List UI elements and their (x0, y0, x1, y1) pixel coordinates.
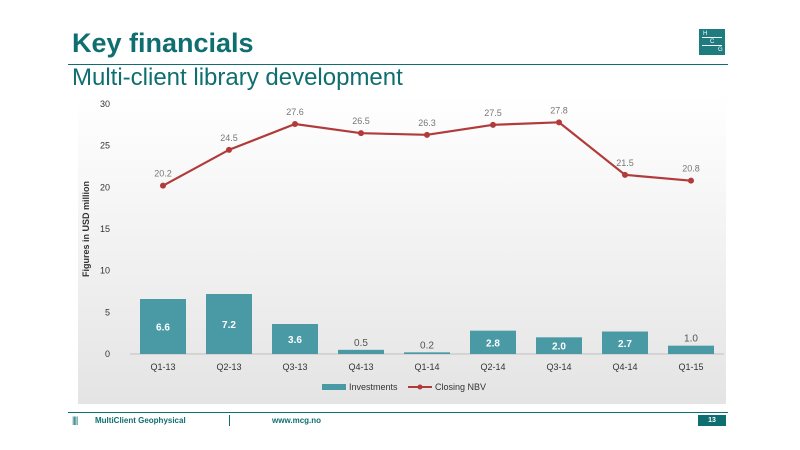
bar-investments (536, 337, 582, 354)
bar-data-label: 2.8 (486, 338, 500, 349)
logo-letter-g: G (718, 47, 723, 53)
y-tick-label: 30 (100, 99, 110, 109)
line-data-label: 20.8 (682, 164, 700, 174)
x-tick-label: Q1-14 (414, 362, 439, 372)
x-tick-label: Q2-13 (216, 362, 241, 372)
logo-letter-h: H (703, 31, 708, 37)
bar-data-label: 3.6 (288, 335, 302, 346)
y-tick-label: 25 (100, 141, 110, 151)
line-closing-nbv (162, 121, 692, 187)
footer-website-link[interactable]: www.mcg.no (272, 416, 322, 425)
x-tick-label: Q3-14 (546, 362, 571, 372)
legend-marker-closing-nbv (417, 384, 423, 390)
line-data-label: 20.2 (154, 169, 172, 179)
y-tick-label: 20 (100, 182, 110, 192)
bar-investments (272, 324, 318, 354)
line-point-closing-nbv (226, 146, 232, 153)
chart-area: Figures in USD million 0 5 10 15 20 25 30 6.6 7.2… (78, 94, 726, 404)
legend-label-investments: Investments (349, 382, 398, 392)
line-point-closing-nbv (688, 177, 694, 184)
line-point-closing-nbv (622, 171, 628, 178)
x-tick-label: Q4-14 (612, 362, 637, 372)
line-point-closing-nbv (292, 121, 298, 127)
title-divider (68, 64, 728, 65)
line-data-label: 26.5 (352, 116, 370, 126)
slide-title: Key financials (72, 28, 254, 58)
bar-investments (140, 299, 186, 354)
bar-data-label: 0.2 (420, 340, 434, 351)
bar-investments (668, 345, 714, 354)
bar-investments (404, 352, 450, 354)
x-tick-label: Q3-13 (282, 362, 307, 372)
bar-data-label: 2.0 (552, 342, 566, 353)
y-tick-label: 5 (105, 307, 110, 317)
line-data-label: 24.5 (220, 133, 238, 143)
line-data-label: 21.5 (616, 158, 634, 168)
footer-divider (68, 412, 728, 413)
logo-line (702, 37, 722, 38)
line-data-label: 27.6 (286, 107, 304, 117)
bar-data-label: 1.0 (684, 334, 698, 345)
bar-data-label: 2.7 (618, 339, 632, 350)
bar-investments (206, 294, 252, 354)
bar-data-label: 0.5 (354, 338, 368, 349)
bar-investments (470, 330, 516, 354)
y-tick-label: 0 (105, 349, 110, 359)
x-tick-label: Q2-14 (480, 362, 505, 372)
line-data-label: 27.5 (484, 108, 502, 118)
x-tick-label: Q4-13 (348, 362, 373, 372)
footer-separator (229, 415, 230, 426)
company-logo: H C G (699, 29, 725, 55)
slide-subtitle: Multi-client library development (72, 64, 403, 91)
page-number: 13 (698, 415, 726, 426)
bar-data-label: 7.2 (222, 320, 236, 331)
logo-line (702, 45, 722, 46)
y-axis-label: Figures in USD million (81, 181, 91, 277)
legend-label-closing-nbv: Closing NBV (435, 382, 486, 392)
line-point-closing-nbv (490, 121, 496, 128)
y-tick-label: 15 (100, 224, 110, 234)
footer-bars-glyph: |||| (72, 415, 78, 425)
bar-investments (338, 349, 384, 354)
line-data-label: 26.3 (418, 118, 436, 128)
line-point-closing-nbv (160, 182, 166, 189)
investments-nbv-chart: Figures in USD million 0 5 10 15 20 25 30 6.6 7.2… (81, 99, 724, 392)
x-tick-label: Q1-15 (678, 362, 703, 372)
line-point-closing-nbv (358, 130, 364, 137)
line-data-label: 27.8 (550, 105, 568, 115)
bar-data-label: 6.6 (156, 323, 170, 334)
x-tick-label: Q1-13 (150, 362, 175, 372)
y-tick-label: 10 (100, 266, 110, 276)
logo-letter-c: C (710, 39, 715, 45)
line-point-closing-nbv (424, 131, 430, 138)
legend-swatch-investments (322, 384, 346, 390)
bar-investments (602, 331, 648, 354)
footer-company-name: MultiClient Geophysical (95, 416, 186, 425)
line-point-closing-nbv (556, 119, 562, 126)
